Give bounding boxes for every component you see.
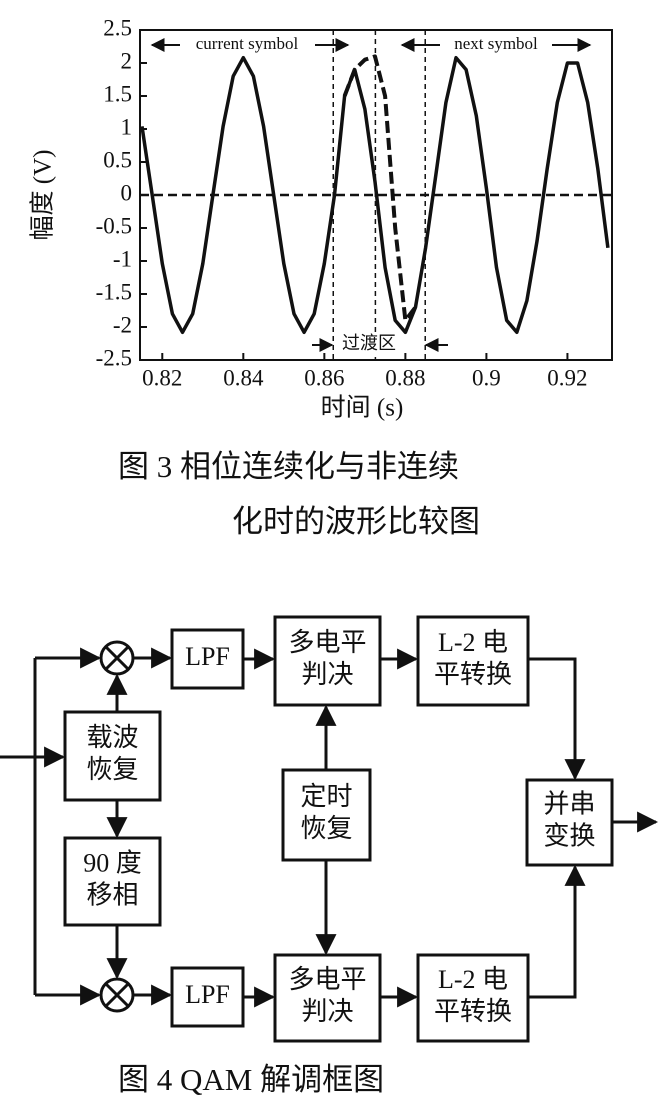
- block-label: LPF: [185, 980, 230, 1009]
- waveform: [342, 54, 418, 323]
- annotation: current symbol: [196, 34, 299, 53]
- figure-caption: 化时的波形比较图: [232, 504, 480, 539]
- figure-caption: 图 3 相位连续化与非连续: [118, 449, 459, 484]
- annotation: 过渡区: [342, 333, 396, 353]
- block-label: 平转换: [434, 660, 512, 689]
- y-tick-label: 2.5: [103, 15, 132, 40]
- x-axis-label: 时间 (s): [321, 394, 404, 422]
- block-label: 恢复: [300, 814, 352, 843]
- block-label: 多电平: [288, 965, 366, 994]
- y-tick-label: -2.5: [96, 345, 132, 370]
- waveform: [140, 55, 610, 335]
- block: [273, 615, 382, 707]
- block-label: 平转换: [434, 997, 512, 1026]
- block: [273, 953, 382, 1043]
- block-label: 多电平: [288, 628, 366, 657]
- annotation-bg: [180, 35, 315, 55]
- block-label: 90 度: [83, 848, 142, 877]
- x-tick-label: 0.88: [385, 365, 425, 390]
- y-tick-label: -2: [113, 312, 132, 337]
- signal-line: [528, 657, 586, 781]
- block: [63, 836, 162, 927]
- block-label: 定时: [300, 782, 352, 811]
- y-tick-label: -1.5: [96, 279, 132, 304]
- block-label: 判决: [301, 997, 353, 1026]
- x-tick-label: 0.92: [547, 365, 587, 390]
- x-tick-label: 0.9: [472, 365, 501, 390]
- multiplier-cross: [104, 982, 130, 1008]
- block: [416, 615, 530, 707]
- y-tick-label: 0.5: [103, 147, 132, 172]
- block-label: L-2 电: [438, 628, 508, 657]
- y-tick-label: 1: [121, 114, 133, 139]
- x-tick-label: 0.84: [223, 365, 264, 390]
- block-label: 并串: [543, 789, 595, 818]
- y-tick-label: 0: [121, 180, 133, 205]
- y-tick-label: -1: [113, 246, 132, 271]
- block-label: 变换: [543, 821, 595, 850]
- x-tick-label: 0.82: [142, 365, 182, 390]
- block-label: LPF: [185, 642, 230, 671]
- block-label: L-2 电: [438, 965, 508, 994]
- block-label: 移相: [86, 880, 138, 909]
- y-tick-label: -0.5: [96, 213, 132, 238]
- multiplier-cross: [104, 645, 130, 671]
- x-tick-label: 0.86: [304, 365, 344, 390]
- block: [63, 710, 162, 802]
- block-label: 判决: [301, 660, 353, 689]
- annotation-bg: [440, 35, 552, 55]
- y-tick-label: 1.5: [103, 81, 132, 106]
- figure-caption: 图 4 QAM 解调框图: [118, 1062, 384, 1097]
- block-label: 载波: [86, 723, 138, 752]
- block: [170, 628, 245, 690]
- block-label: 恢复: [86, 755, 138, 784]
- signal-line: [528, 864, 586, 999]
- y-axis-label: 幅度 (V): [29, 150, 57, 241]
- annotation: next symbol: [454, 34, 538, 53]
- chart: 2.5 2 1.5 1 0.5 0 -0.5 -1 -1.5 -2 -2.5 0.82 0.84 0.86…: [29, 15, 613, 539]
- annotation-bg: [337, 333, 401, 357]
- y-tick-label: 2: [121, 48, 133, 73]
